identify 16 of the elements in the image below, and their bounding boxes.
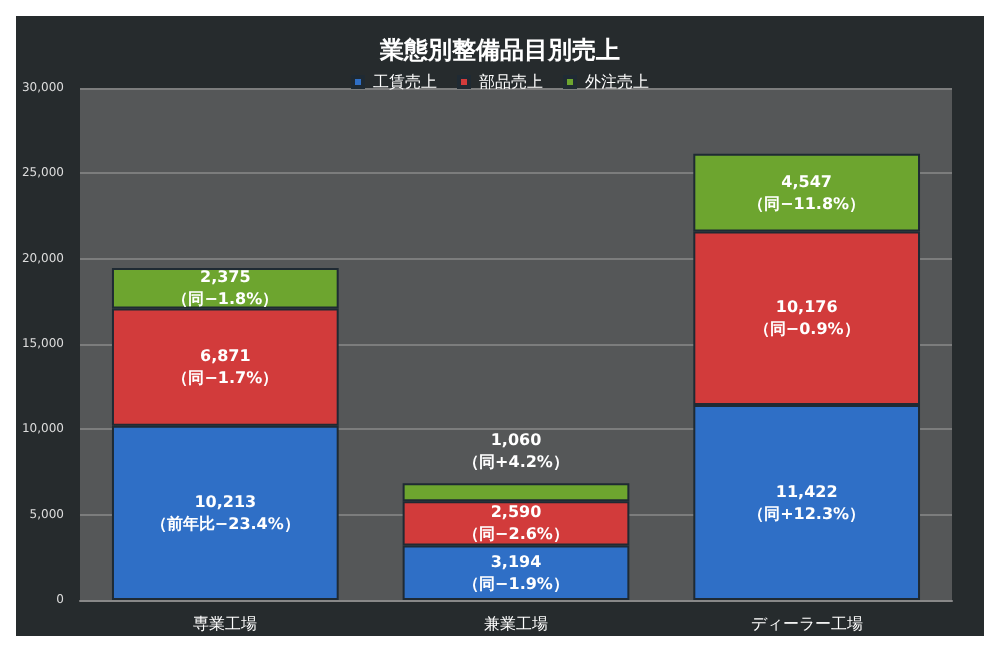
legend-label: 工賃売上 [373, 73, 437, 91]
legend-label: 外注売上 [585, 73, 649, 91]
legend-label: 部品売上 [479, 73, 543, 91]
data-label: 2,375 （同−1.8%） [172, 268, 279, 309]
x-tick-label: 兼業工場 [483, 615, 548, 633]
data-label: 3,194 （同−1.9%） [463, 552, 569, 593]
data-label: 2,590 （同−2.6%） [463, 503, 569, 544]
chart-title: 業態別整備品目別売上 [378, 36, 620, 64]
data-label: 10,176 （同−0.9%） [753, 298, 860, 339]
data-label: 1,060 （同+4.2%） [463, 431, 569, 472]
x-tick-label: ディーラー工場 [750, 615, 863, 633]
x-tick-label: 専業工場 [193, 615, 258, 633]
data-label: 10,213 （前年比−23.4%） [150, 492, 300, 533]
data-label: 6,871 （同−1.7%） [172, 347, 279, 388]
data-label: 11,422 （同+12.3%） [748, 482, 866, 523]
data-label: 4,547 （同−11.8%） [748, 172, 866, 213]
